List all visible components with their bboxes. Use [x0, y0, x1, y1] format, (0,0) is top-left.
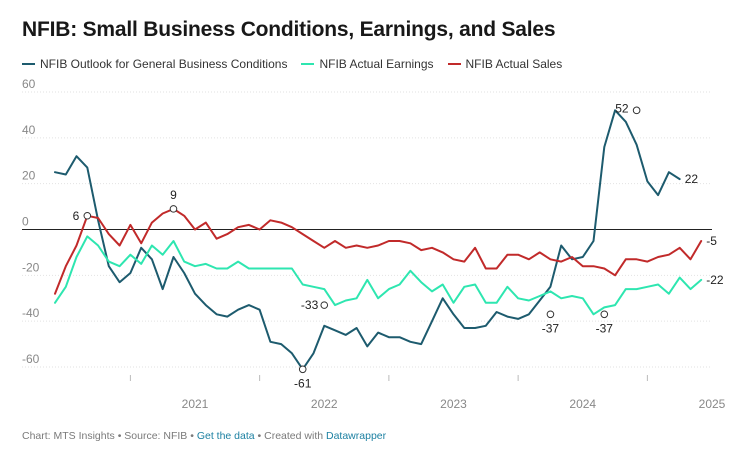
annotation-marker: [298, 365, 307, 374]
annotation-marker: [83, 211, 92, 220]
annotation-label: 52: [615, 101, 629, 115]
x-tick-label: 2024: [569, 397, 596, 411]
chart-footer: Chart: MTS Insights • Source: NFIB • Get…: [22, 430, 386, 442]
chart-plot: 60 40 20 0 -20 -40 -60 2021 2022 2023 2024 2025 22 -…: [22, 77, 726, 411]
chart-title: NFIB: Small Business Conditions, Earning…: [22, 18, 556, 41]
legend-swatch-outlook: [22, 63, 35, 65]
legend-item-earnings: NFIB Actual Earnings: [301, 57, 434, 71]
annotation-label: -61: [294, 376, 312, 390]
legend-label-sales: NFIB Actual Sales: [465, 57, 563, 71]
annotation-marker: [169, 205, 178, 213]
x-tick-label: 2023: [440, 397, 467, 411]
footer-source: Chart: MTS Insights • Source: NFIB •: [22, 430, 197, 442]
end-label-0: 22: [685, 172, 699, 186]
annotation-label: 9: [170, 188, 177, 202]
legend-label-outlook: NFIB Outlook for General Business Condit…: [40, 57, 288, 71]
legend-swatch-earnings: [301, 63, 315, 65]
series-line-0: [54, 109, 681, 371]
y-tick-label: 20: [22, 169, 36, 183]
get-data-link[interactable]: Get the data: [196, 430, 255, 442]
annotation-marker: [546, 310, 555, 319]
series-line-1: [54, 235, 703, 316]
footer-created: • Created with: [254, 430, 326, 442]
legend-swatch-sales: [447, 63, 461, 65]
y-tick-label: -20: [22, 260, 40, 274]
annotation-marker: [320, 301, 329, 309]
annotation-label: -37: [596, 321, 614, 335]
legend-item-sales: NFIB Actual Sales: [447, 57, 563, 71]
x-tick-label: 2025: [699, 397, 726, 411]
legend-label-earnings: NFIB Actual Earnings: [319, 57, 434, 71]
y-tick-label: 60: [22, 77, 36, 91]
end-label-2: -5: [706, 234, 717, 248]
x-tick-label: 2021: [182, 397, 209, 411]
chart-legend: NFIB Outlook for General Business Condit…: [22, 57, 562, 71]
annotation-marker: [600, 310, 609, 319]
y-tick-label: 40: [22, 123, 36, 137]
annotation-label: -37: [542, 321, 560, 335]
datawrapper-link[interactable]: Datawrapper: [326, 430, 387, 442]
y-tick-label: -40: [22, 306, 40, 320]
annotation-label: -33: [301, 298, 319, 312]
annotation-label: 6: [73, 209, 80, 223]
y-tick-label: -60: [22, 352, 40, 366]
y-tick-label: 0: [22, 215, 29, 229]
series-line-2: [54, 207, 703, 295]
end-label-1: -22: [706, 273, 724, 287]
annotation-marker: [632, 106, 641, 115]
legend-item-outlook: NFIB Outlook for General Business Condit…: [22, 57, 287, 71]
x-tick-label: 2022: [311, 397, 338, 411]
